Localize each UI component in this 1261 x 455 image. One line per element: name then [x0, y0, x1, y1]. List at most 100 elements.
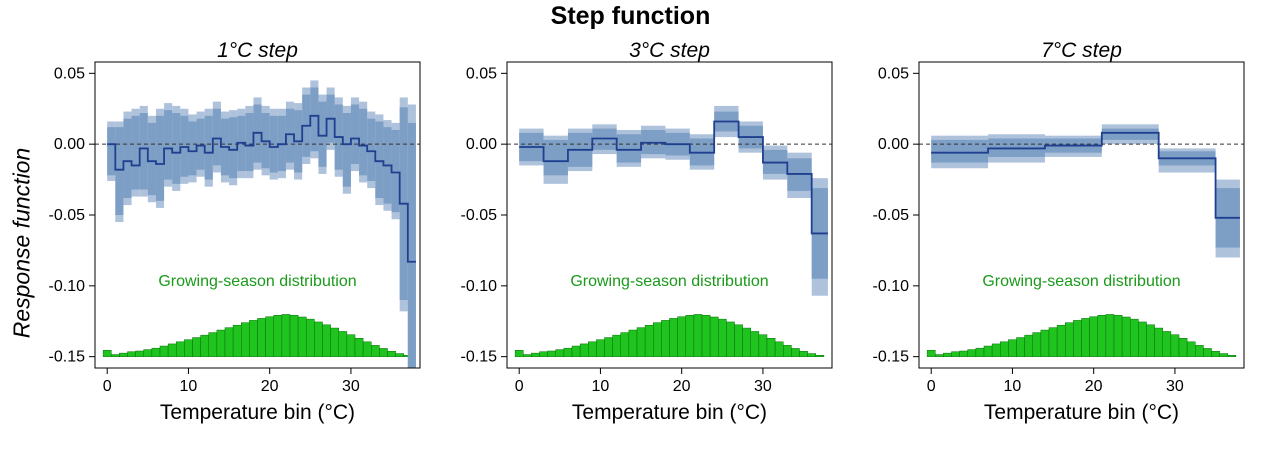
distribution-bar	[588, 341, 597, 357]
distribution-bar	[135, 350, 144, 357]
distribution-bar	[766, 338, 776, 357]
distribution-bar	[1081, 318, 1090, 357]
plot-area	[919, 124, 1244, 357]
distribution-bar	[119, 352, 128, 357]
distribution-bar	[555, 349, 565, 357]
x-tick-label: 0	[515, 378, 524, 395]
distribution-bar	[338, 331, 348, 357]
distribution-bar	[1138, 321, 1147, 357]
ci-inner-band	[212, 108, 221, 166]
x-tick-label: 0	[927, 378, 936, 395]
distribution-bar	[151, 347, 161, 357]
ci-inner-band	[310, 87, 319, 152]
x-tick-label: 20	[261, 378, 279, 395]
distribution-bar	[306, 318, 315, 357]
distribution-bar	[926, 350, 936, 357]
x-tick-label: 10	[180, 378, 198, 395]
y-tick-label: -0.15	[49, 349, 86, 366]
panel-2: 0.05 0.00 -0.05 -0.10 -0.15 0 10 20 30 3°C step Te…	[461, 39, 833, 424]
distribution-bar	[1089, 316, 1098, 357]
distribution-bar	[1162, 331, 1172, 357]
distribution-bar	[612, 334, 621, 357]
distribution-bar	[111, 354, 120, 357]
distribution-bar	[669, 318, 678, 357]
distribution-bar	[807, 353, 816, 357]
distribution-bar	[1040, 329, 1050, 357]
x-axis-label: Temperature bin (°C)	[984, 401, 1179, 424]
distribution-bar	[1073, 320, 1082, 357]
response-step-line	[931, 131, 1240, 219]
ci-inner-band	[204, 115, 213, 180]
ci-inner-band	[285, 108, 295, 163]
distribution-bar	[718, 318, 727, 357]
distribution-bar	[636, 327, 646, 357]
ci-inner-band	[147, 122, 156, 196]
distribution-label: Growing-season distribution	[570, 273, 768, 290]
distribution-bar	[983, 345, 993, 357]
ci-inner-band	[172, 113, 181, 184]
ci-inner-band	[350, 104, 360, 164]
panel-title: 1°C step	[217, 39, 298, 62]
panel-title: 7°C step	[1041, 39, 1122, 62]
y-tick-label: 0.00	[466, 136, 497, 153]
panel-3: 0.05 0.00 -0.05 -0.10 -0.15 0 10 20 30 7°C step Te…	[873, 39, 1245, 424]
distribution-bar	[232, 324, 242, 357]
distribution-bar	[1105, 314, 1115, 357]
distribution-bar	[241, 322, 250, 357]
x-axis-label: Temperature bin (°C)	[160, 401, 355, 424]
distribution-bar	[935, 354, 944, 357]
distribution-bar	[1016, 337, 1025, 357]
x-tick-label: 10	[592, 378, 610, 395]
distribution-bar	[563, 347, 573, 357]
distribution-bar	[791, 348, 800, 357]
distribution-bar	[571, 345, 581, 357]
ci-inner-band	[318, 101, 327, 167]
distribution-bar	[1048, 327, 1058, 357]
distribution-bar	[1195, 345, 1204, 357]
ci-inner-band	[123, 118, 132, 198]
distribution-bar	[1154, 327, 1163, 357]
ci-inner-band	[375, 121, 384, 198]
distribution-bar	[387, 351, 396, 357]
ci-inner-band	[931, 139, 989, 163]
y-tick-label: -0.05	[49, 207, 86, 224]
distribution-bar	[579, 343, 589, 357]
distribution-bar	[289, 315, 299, 357]
distribution-bar	[1146, 324, 1155, 357]
ci-inner-band	[245, 113, 254, 172]
ci-inner-band	[407, 122, 416, 368]
distribution-bar	[1056, 324, 1066, 357]
distribution-bar	[514, 350, 524, 357]
distribution-bar	[354, 338, 364, 357]
ci-inner-band	[188, 121, 197, 176]
distribution-bar	[742, 327, 751, 357]
distribution-bar	[224, 327, 234, 357]
distribution-bar	[379, 348, 388, 357]
y-tick-label: 0.05	[466, 65, 497, 82]
distribution-bar	[653, 322, 662, 357]
distribution-bar	[758, 334, 768, 357]
ci-inner-band	[367, 118, 376, 181]
distribution-bar	[1097, 315, 1107, 357]
distribution-bar	[709, 316, 719, 357]
distribution-bar	[265, 316, 274, 357]
distribution-bar	[143, 349, 153, 357]
distribution-bar	[322, 324, 331, 357]
distribution-bar	[395, 353, 404, 357]
distribution-bar	[783, 345, 792, 357]
ci-inner-band	[139, 113, 148, 190]
y-tick-label: 0.05	[878, 65, 909, 82]
distribution-bar	[159, 345, 169, 357]
distribution-bar	[102, 350, 112, 357]
y-tick-label: -0.10	[49, 278, 86, 295]
distribution-bar	[1113, 315, 1123, 357]
response-step-line	[107, 114, 416, 263]
distribution-label: Growing-season distribution	[158, 273, 356, 290]
x-tick-label: 10	[1004, 378, 1022, 395]
distribution-bar	[1219, 353, 1228, 357]
distribution-bar	[951, 351, 960, 357]
response-step-line	[519, 120, 828, 235]
distribution-bar	[1008, 339, 1017, 357]
ci-inner-band	[164, 110, 173, 180]
distribution-bar	[127, 351, 136, 357]
